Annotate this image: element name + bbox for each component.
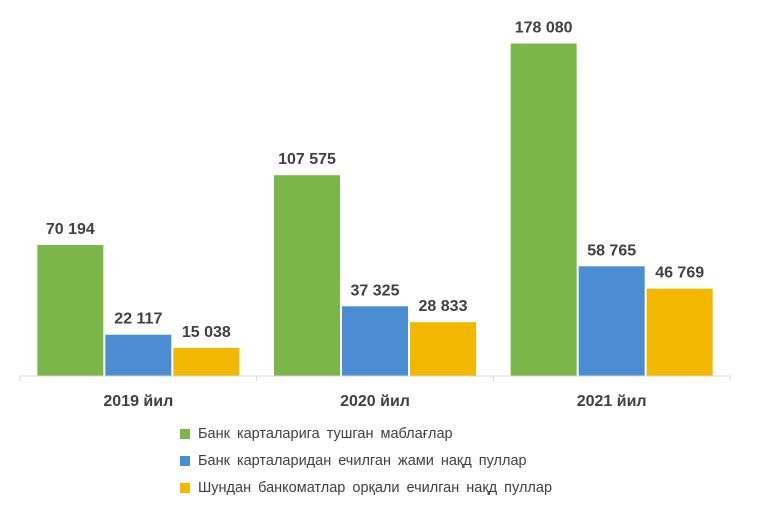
bar-card-inflows-2 <box>274 175 340 376</box>
bar-total-cash-withdrawn-3 <box>578 266 645 376</box>
legend-item-atm-cash-withdrawn: Шундан банкоматлар орқали ечилган нақд п… <box>180 474 552 501</box>
data-label-card-inflows-1: 70 194 <box>46 221 95 238</box>
data-label-atm-cash-withdrawn-2: 28 833 <box>419 298 468 315</box>
data-label-card-inflows-2: 107 575 <box>278 151 336 168</box>
legend-label-total-cash-withdrawn: Банк карталаридан ечилган жами нақд пулл… <box>198 452 527 469</box>
legend: Банк карталарига тушган маблағлар Банк к… <box>180 420 552 501</box>
bar-total-cash-withdrawn-1 <box>105 334 172 376</box>
legend-label-card-inflows: Банк карталарига тушган маблағлар <box>198 425 453 442</box>
category-labels: 2019 йил 2020 йил 2021 йил <box>103 393 646 410</box>
legend-swatch-card-inflows <box>180 428 190 439</box>
data-label-atm-cash-withdrawn-3: 46 769 <box>655 265 704 282</box>
bar-atm-cash-withdrawn-3 <box>646 288 713 376</box>
legend-label-atm-cash-withdrawn: Шундан банкоматлар орқали ечилган нақд п… <box>198 479 553 496</box>
data-label-atm-cash-withdrawn-1: 15 038 <box>182 324 231 341</box>
data-label-card-inflows-3: 178 080 <box>515 20 573 37</box>
bar-card-inflows-3 <box>510 43 577 377</box>
legend-item-card-inflows: Банк карталарига тушган маблағлар <box>180 420 552 447</box>
legend-swatch-total-cash-withdrawn <box>180 455 190 466</box>
bar-total-cash-withdrawn-2 <box>342 306 408 376</box>
data-label-total-cash-withdrawn-2: 37 325 <box>351 282 400 299</box>
data-label-total-cash-withdrawn-3: 58 765 <box>587 242 636 259</box>
legend-item-total-cash-withdrawn: Банк карталаридан ечилган жами нақд пулл… <box>180 447 552 474</box>
bar-atm-cash-withdrawn-2 <box>410 322 476 376</box>
bar-atm-cash-withdrawn-1 <box>173 347 240 376</box>
category-label-2: 2020 йил <box>340 393 410 410</box>
category-label-3: 2021 йил <box>577 393 647 410</box>
legend-swatch-atm-cash-withdrawn <box>180 482 190 493</box>
data-label-total-cash-withdrawn-1: 22 117 <box>114 311 162 328</box>
bars-group: 70 194 22 117 15 038 107 575 37 325 28 833 178… <box>37 20 713 377</box>
category-label-1: 2019 йил <box>103 393 173 410</box>
bar-card-inflows-1 <box>37 244 104 376</box>
x-axis-ticks <box>19 376 731 381</box>
